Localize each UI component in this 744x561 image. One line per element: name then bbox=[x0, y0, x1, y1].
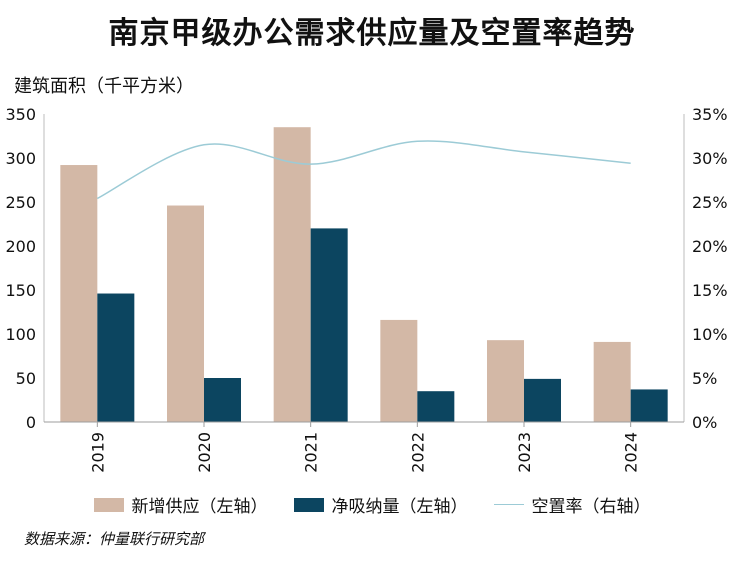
y-tick-right-35pct: 35% bbox=[692, 105, 728, 124]
chart-canvas: 0 50 100 150 200 250 300 350 0% 5% 10% 15% 20% 25% 30%… bbox=[5, 105, 728, 473]
x-tick-2023: 2023 bbox=[515, 432, 534, 473]
y-tick-left-0: 0 bbox=[26, 413, 36, 432]
x-tick-2021: 2021 bbox=[302, 432, 321, 473]
bar-supply-2021 bbox=[273, 127, 311, 422]
y-tick-left-100: 100 bbox=[5, 325, 36, 344]
bar-absorption-2023 bbox=[524, 378, 561, 422]
y-tick-left-250: 250 bbox=[5, 193, 36, 212]
legend: 新增供应（左轴） 净吸纳量（左轴） 空置率（右轴） bbox=[0, 492, 744, 517]
legend-swatch-supply bbox=[93, 497, 124, 512]
y-axis-label: 建筑面积（千平方米） bbox=[14, 76, 194, 97]
y-tick-left-350: 350 bbox=[5, 105, 36, 124]
bar-supply-2022 bbox=[380, 319, 418, 422]
bar-absorption-2024 bbox=[630, 389, 668, 422]
x-tick-2024: 2024 bbox=[622, 432, 641, 473]
legend-label-vacancy: 空置率（右轴） bbox=[531, 497, 651, 517]
bar-supply-2020 bbox=[167, 205, 204, 422]
bar-supply-2019 bbox=[60, 165, 98, 423]
x-tick-2020: 2020 bbox=[195, 432, 214, 473]
y-tick-right-20pct: 20% bbox=[692, 237, 728, 256]
y-tick-right-10pct: 10% bbox=[692, 325, 728, 344]
vacancy-line bbox=[96, 140, 631, 200]
legend-item-absorption: 净吸纳量（左轴） bbox=[293, 492, 468, 517]
y-tick-right-5pct: 5% bbox=[692, 369, 717, 388]
bar-absorption-2022 bbox=[417, 391, 455, 422]
y-tick-right-15pct: 15% bbox=[692, 281, 728, 300]
bar-supply-2023 bbox=[487, 340, 524, 422]
legend-item-supply: 新增供应（左轴） bbox=[93, 492, 268, 517]
bar-supply-2024 bbox=[593, 341, 631, 422]
y-tick-right-25pct: 25% bbox=[692, 193, 728, 212]
legend-swatch-absorption bbox=[293, 497, 324, 512]
y-tick-left-50: 50 bbox=[16, 369, 36, 388]
bar-absorption-2019 bbox=[97, 293, 135, 422]
x-tick-2022: 2022 bbox=[408, 432, 427, 473]
source-note: 数据来源：仲量联行研究部 bbox=[24, 530, 205, 548]
chart-title: 南京甲级办公需求供应量及空置率趋势 bbox=[108, 16, 636, 51]
y-tick-right-30pct: 30% bbox=[692, 149, 728, 168]
bar-absorption-2021 bbox=[310, 228, 348, 422]
legend-item-vacancy: 空置率（右轴） bbox=[493, 492, 651, 517]
y-tick-left-150: 150 bbox=[5, 281, 36, 300]
legend-swatch-vacancy bbox=[493, 504, 524, 505]
y-tick-left-200: 200 bbox=[5, 237, 36, 256]
legend-label-absorption: 净吸纳量（左轴） bbox=[331, 497, 468, 517]
y-tick-right-0pct: 0% bbox=[692, 413, 717, 432]
x-tick-2019: 2019 bbox=[88, 432, 107, 473]
legend-label-supply: 新增供应（左轴） bbox=[131, 497, 268, 517]
bar-absorption-2020 bbox=[204, 378, 241, 422]
y-tick-left-300: 300 bbox=[5, 149, 36, 168]
